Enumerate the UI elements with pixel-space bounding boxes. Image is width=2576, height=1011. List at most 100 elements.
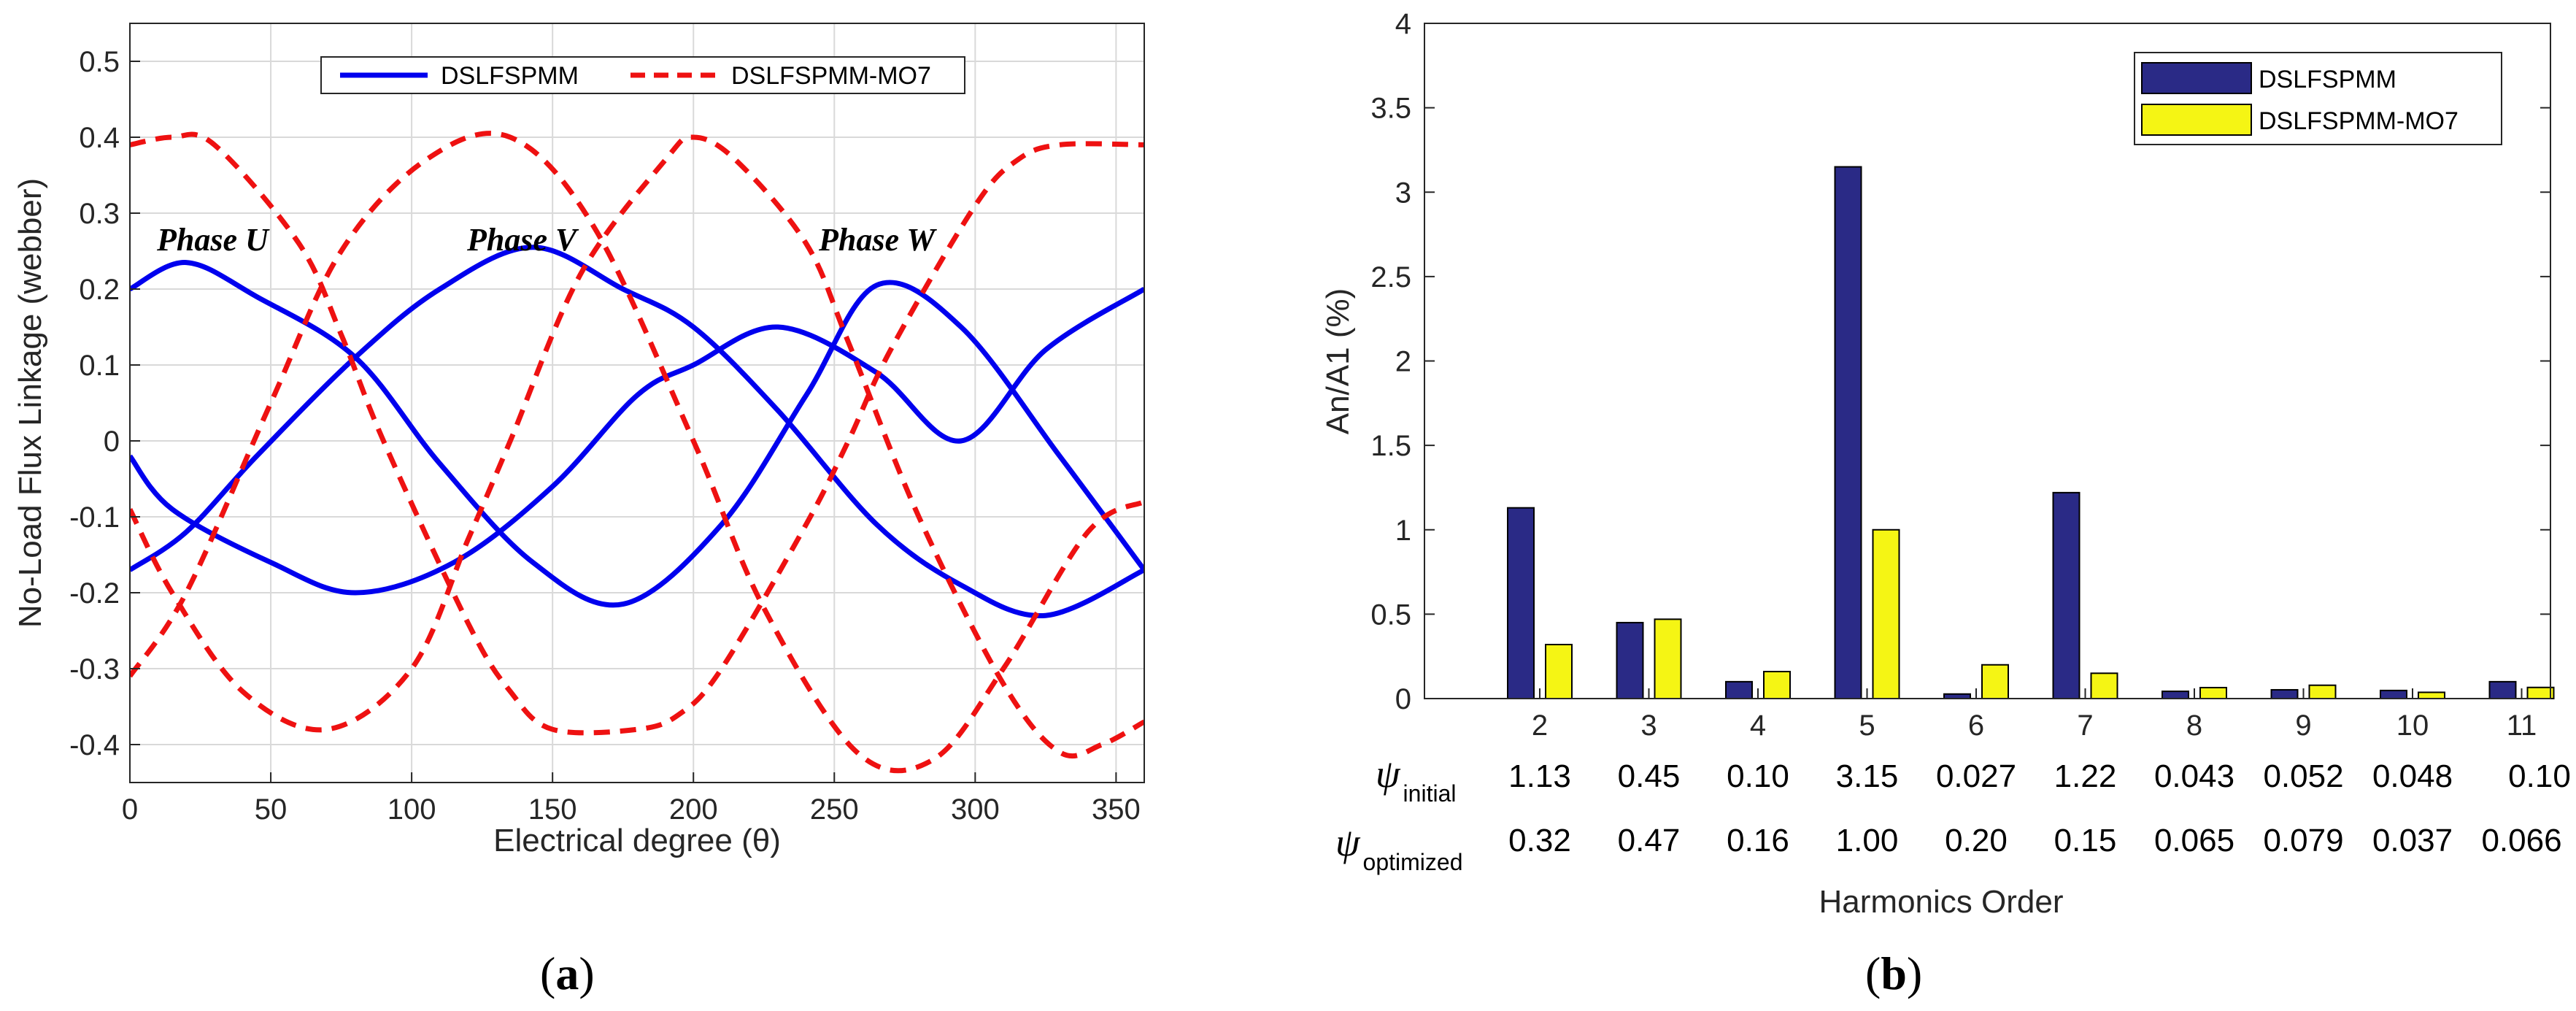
y-tick-label: 2 [1395,346,1411,378]
bar-dslfspmm-mo7-h5 [1872,528,1900,699]
table-cell-optimized: 1.00 [1836,823,1899,858]
table-cell-initial: 0.45 [1618,758,1681,794]
series-line-dslfspmm-mo7-5 [130,131,1144,774]
y-tick-label: -0.3 [69,653,120,685]
y-ticks: 0 0.5 1 1.5 2 2.5 3 3.5 4 [1370,8,2550,715]
table-cell-initial: 0.10 [2508,758,2571,794]
x-tick-label: 0 [122,793,138,826]
series-line-dslfspmm-2 [130,287,1144,596]
x-ticks: 0 50 100 150 200 250 300 350 [122,772,1141,826]
x-tick-label: 8 [2186,710,2202,742]
table-cell-initial: 0.048 [2372,758,2453,794]
x-tick-label: 2 [1532,710,1548,742]
y-axis-label: An/A1 (%) [1320,288,1356,435]
x-tick-label: 7 [2077,710,2093,742]
y-tick-label: 0.1 [79,350,120,382]
table-cell-optimized: 0.16 [1727,823,1789,858]
y-tick-label: 0.2 [79,274,120,306]
x-tick-label: 3 [1640,710,1657,742]
bar-dslfspmm-mo7-h9 [2308,684,2337,700]
table-cell-optimized: 0.065 [2154,823,2234,858]
y-tick-label: 0.3 [79,198,120,230]
harmonics-bar-chart: 0 0.5 1 1.5 2 2.5 3 3.5 4 2 3 4 5 6 7 8 9 10 11 An/A1 (%)… [1320,8,2571,920]
table-cell-optimized: 0.066 [2481,823,2561,858]
table-cell-initial: 1.13 [1508,758,1571,794]
series-line-dslfspmm-1 [130,245,1144,619]
y-tick-label: -0.4 [69,729,120,761]
y-tick-label: 1.5 [1370,430,1411,462]
row-label-optimized: ψ optimized [1335,820,1463,875]
bar-dslfspmm-h2 [1507,507,1535,699]
series-lines [130,131,1144,774]
table-cell-initial: 0.10 [1727,758,1789,794]
x-tick-label: 100 [387,793,436,826]
table-cell-optimized: 0.32 [1508,823,1571,858]
table-cell-initial: 3.15 [1836,758,1899,794]
bar-dslfspmm-mo7-h6 [1981,664,2009,699]
bar-dslfspmm-mo7-h2 [1545,644,1573,699]
y-tick-label: -0.1 [69,501,120,534]
bar-dslfspmm-h4 [1725,680,1753,699]
table-cell-optimized: 0.079 [2263,823,2343,858]
table-cell-optimized: 0.47 [1618,823,1681,858]
legend: DSLFSPMM DSLFSPMM-MO7 [2134,52,2502,145]
bars [1507,166,2555,700]
y-tick-label: 3.5 [1370,93,1411,125]
x-tick-label: 200 [669,793,718,826]
bar-dslfspmm-mo7-h7 [2090,672,2118,699]
bar-dslfspmm-h3 [1616,621,1644,699]
table-cell-initial: 0.052 [2263,758,2343,794]
bar-dslfspmm-h5 [1834,166,1862,699]
x-ticks: 2 3 4 5 6 7 8 9 10 11 [1532,688,2537,742]
x-tick-label: 4 [1750,710,1766,742]
x-axis-label: Electrical degree (θ) [493,823,781,858]
table-cell-optimized: 0.15 [2054,823,2117,858]
y-ticks: -0.4 -0.3 -0.2 -0.1 0 0.1 0.2 0.3 0.4 0.5 [69,46,140,761]
y-tick-label: 2.5 [1370,261,1411,293]
legend: DSLFSPMM DSLFSPMM-MO7 [320,56,965,94]
table-cell-optimized: 0.20 [1945,823,2008,858]
annotation-phase-u: Phase U [156,222,270,258]
panel-label-b: (b) [1865,947,1922,999]
series-line-dslfspmm-mo7-3 [130,131,1144,736]
legend-label-dslfspmm: DSLFSPMM [441,62,579,90]
bar-dslfspmm-mo7-h8 [2199,686,2227,699]
bar-dslfspmm-mo7-h3 [1654,618,1682,699]
legend-label-dslfspmm-mo7: DSLFSPMM-MO7 [731,62,931,90]
legend-label-dslfspmm-mo7: DSLFSPMM-MO7 [2259,107,2459,135]
x-tick-label: 350 [1092,793,1141,826]
flux-linkage-chart: 0 50 100 150 200 250 300 350 -0.4 -0.3 -0.2 -0.1 0 0… [12,23,1145,858]
bar-dslfspmm-mo7-h4 [1763,671,1791,699]
legend-label-dslfspmm: DSLFSPMM [2259,66,2396,93]
x-tick-label: 5 [1859,710,1875,742]
row-initial-values: 1.13 0.45 0.10 3.15 0.027 1.22 0.043 0.052 0.048… [1508,758,2571,794]
table-cell-optimized: 0.037 [2372,823,2453,858]
bar-dslfspmm-h11 [2488,680,2517,699]
panel-label-a: (a) [540,947,595,999]
bar-dslfspmm-h9 [2270,688,2299,699]
x-tick-label: 9 [2295,710,2311,742]
legend-swatch-dslfspmm-mo7 [2141,104,2252,136]
y-tick-label: 1 [1395,515,1411,547]
bar-dslfspmm-mo7-h10 [2418,691,2445,699]
harmonic-table: ψ initial ψ optimized 1.13 0.45 0.10 3.15 0.02… [1335,752,2571,875]
row-label-initial: ψ initial [1376,752,1456,807]
series-line-dslfspmm-0 [130,260,1144,608]
x-tick-label: 50 [255,793,288,826]
x-tick-label: 6 [1968,710,1984,742]
x-tick-label: 10 [2396,710,2429,742]
x-tick-label: 250 [810,793,859,826]
x-tick-label: 300 [951,793,1000,826]
y-tick-label: 0.4 [79,122,120,154]
table-cell-initial: 0.027 [1936,758,2016,794]
y-tick-label: 0.5 [1370,599,1411,631]
bar-dslfspmm-h10 [2380,689,2407,700]
y-tick-label: 0.5 [79,46,120,78]
y-axis-label: No-Load Flux Linkage (webber) [12,178,48,628]
y-tick-label: -0.2 [69,577,120,610]
annotation-phase-w: Phase W [818,222,937,258]
bar-dslfspmm-h8 [2162,691,2189,700]
x-tick-label: 150 [528,793,577,826]
y-tick-label: 0 [1395,683,1411,715]
